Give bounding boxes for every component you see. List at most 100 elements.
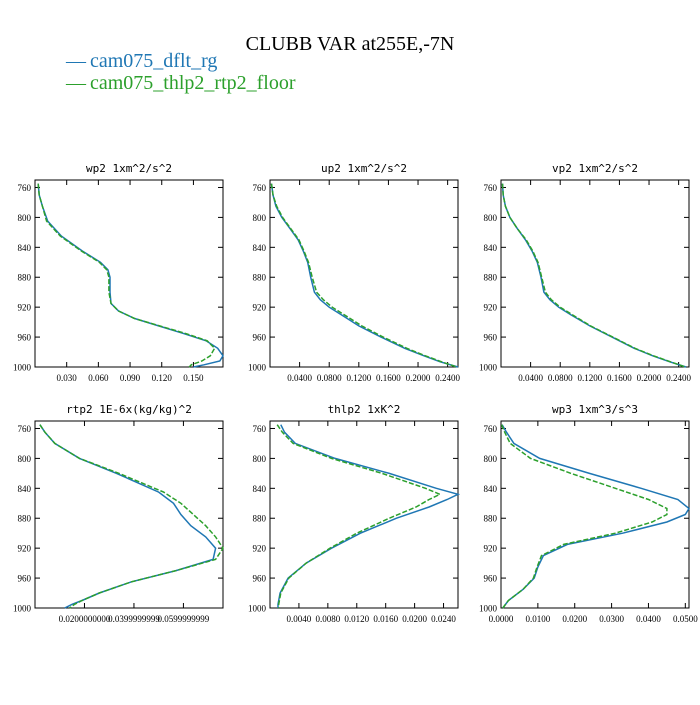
y-tick-label: 960 — [484, 574, 498, 584]
legend: — cam075_dflt_rg — cam075_thlp2_rtp2_flo… — [65, 50, 296, 94]
x-tick-label: 0.2000 — [637, 373, 662, 383]
y-tick-label: 960 — [18, 574, 32, 584]
series-line-dflt-rg — [39, 424, 217, 609]
legend-label-2: cam075_thlp2_rtp2_floor — [90, 72, 296, 94]
legend-marker-2: — — [65, 72, 87, 94]
y-tick-label: 920 — [253, 303, 267, 313]
x-tick-label: 0.0200 — [402, 614, 427, 624]
legend-label-1: cam075_dflt_rg — [90, 50, 217, 72]
x-tick-label: 0.0000 — [489, 614, 514, 624]
panel-title: up2 1xm^2/s^2 — [321, 162, 407, 175]
x-tick-label: 0.2000 — [406, 373, 431, 383]
legend-marker-1: — — [65, 50, 87, 72]
x-tick-label: 0.0800 — [317, 373, 342, 383]
series-line-thlp2-rtp2-floor — [501, 424, 668, 609]
panel-4: rtp2 1E-6x(kg/kg)^2 760 800 840 880 920 960 100… — [13, 403, 224, 624]
panel-1: wp2 1xm^2/s^2 760 800 840 880 920 960 1000 0.030… — [13, 162, 224, 383]
panel-title: rtp2 1E-6x(kg/kg)^2 — [66, 403, 192, 416]
x-tick-label: 0.0040 — [287, 614, 312, 624]
y-tick-label: 1000 — [13, 363, 32, 373]
y-tick-label: 1000 — [479, 363, 498, 373]
x-tick-label: 0.090 — [120, 373, 141, 383]
x-tick-label: 0.0200 — [562, 614, 587, 624]
x-tick-label: 0.1600 — [607, 373, 632, 383]
panel-title: thlp2 1xK^2 — [328, 403, 401, 416]
y-tick-label: 760 — [484, 424, 498, 434]
series-line-dflt-rg — [501, 183, 687, 368]
y-tick-label: 840 — [253, 484, 267, 494]
panel-title: vp2 1xm^2/s^2 — [552, 162, 638, 175]
figure-title: CLUBB VAR at255E,-7N — [246, 33, 455, 55]
x-tick-label: 0.150 — [183, 373, 204, 383]
x-tick-label: 0.0240 — [431, 614, 456, 624]
y-tick-label: 800 — [484, 213, 498, 223]
y-tick-label: 800 — [18, 213, 32, 223]
x-tick-label: 0.0300 — [599, 614, 624, 624]
x-tick-label: 0.1200 — [346, 373, 371, 383]
x-tick-label: 0.120 — [152, 373, 173, 383]
y-tick-label: 840 — [18, 243, 32, 253]
y-tick-label: 1000 — [248, 363, 267, 373]
y-tick-label: 840 — [253, 243, 267, 253]
y-tick-label: 880 — [253, 514, 267, 524]
x-tick-label: 0.030 — [57, 373, 78, 383]
series-line-thlp2-rtp2-floor — [276, 424, 442, 608]
x-tick-label: 0.2400 — [666, 373, 691, 383]
x-tick-label: 0.060 — [88, 373, 109, 383]
y-tick-label: 880 — [18, 273, 32, 283]
y-tick-label: 760 — [484, 183, 498, 193]
x-tick-label: 0.0160 — [373, 614, 398, 624]
y-tick-label: 880 — [484, 273, 498, 283]
series-line-thlp2-rtp2-floor — [501, 183, 686, 368]
series-line-dflt-rg — [270, 183, 459, 368]
series-line-thlp2-rtp2-floor — [270, 183, 457, 368]
y-tick-label: 960 — [484, 333, 498, 343]
x-tick-label: 0.0399999999 — [108, 614, 160, 624]
plot-frame — [500, 179, 690, 368]
y-tick-label: 760 — [18, 424, 32, 434]
x-tick-label: 0.0400 — [518, 373, 543, 383]
y-tick-label: 1000 — [248, 604, 267, 614]
series-line-dflt-rg — [501, 424, 690, 609]
panel-title: wp2 1xm^2/s^2 — [86, 162, 172, 175]
series-line-dflt-rg — [37, 183, 224, 368]
x-tick-label: 0.0200000000 — [59, 614, 111, 624]
x-tick-label: 0.0400 — [636, 614, 661, 624]
x-tick-label: 0.0500 — [673, 614, 698, 624]
y-tick-label: 1000 — [479, 604, 498, 614]
y-tick-label: 1000 — [13, 604, 32, 614]
y-tick-label: 840 — [18, 484, 32, 494]
y-tick-label: 880 — [18, 514, 32, 524]
y-tick-label: 800 — [18, 454, 32, 464]
x-tick-label: 0.0599999999 — [158, 614, 210, 624]
plot-frame — [34, 420, 224, 609]
x-tick-label: 0.0800 — [548, 373, 573, 383]
series-line-thlp2-rtp2-floor — [37, 183, 216, 368]
panel-6: wp3 1xm^3/s^3 760 800 840 880 920 960 10000.000… — [479, 403, 698, 624]
y-tick-label: 920 — [484, 544, 498, 554]
panel-3: vp2 1xm^2/s^2 760 800 840 880 920 960 1000 0.040… — [479, 162, 692, 383]
y-tick-label: 920 — [18, 303, 32, 313]
y-tick-label: 960 — [18, 333, 32, 343]
y-tick-label: 920 — [18, 544, 32, 554]
y-tick-label: 800 — [484, 454, 498, 464]
y-tick-label: 960 — [253, 333, 267, 343]
plot-frame — [269, 420, 459, 609]
y-tick-label: 920 — [253, 544, 267, 554]
y-tick-label: 840 — [484, 243, 498, 253]
x-tick-label: 0.0120 — [344, 614, 369, 624]
y-tick-label: 760 — [253, 424, 267, 434]
x-tick-label: 0.1200 — [577, 373, 602, 383]
y-tick-label: 880 — [484, 514, 498, 524]
x-tick-label: 0.1600 — [376, 373, 401, 383]
x-tick-label: 0.2400 — [435, 373, 460, 383]
x-tick-label: 0.0080 — [315, 614, 340, 624]
y-tick-label: 760 — [18, 183, 32, 193]
plot-frame — [269, 179, 459, 368]
series-line-dflt-rg — [277, 424, 461, 608]
series-line-thlp2-rtp2-floor — [39, 424, 224, 609]
y-tick-label: 840 — [484, 484, 498, 494]
